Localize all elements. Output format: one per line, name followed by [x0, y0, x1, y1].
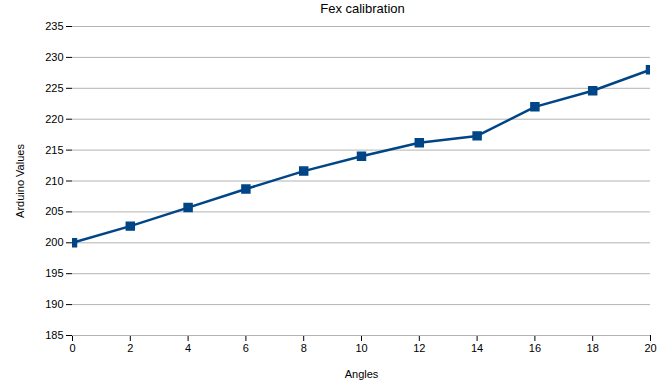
svg-text:6: 6	[243, 342, 249, 354]
svg-text:Angles: Angles	[345, 368, 379, 380]
svg-text:18: 18	[587, 342, 599, 354]
html-text:Fex calibration: Fex calibration	[320, 1, 405, 16]
svg-text:4: 4	[185, 342, 191, 354]
svg-text:185: 185	[45, 329, 63, 341]
svg-text:200: 200	[45, 236, 63, 248]
svg-text:205: 205	[45, 205, 63, 217]
svg-text:8: 8	[301, 342, 307, 354]
svg-text:230: 230	[45, 51, 63, 63]
svg-text:235: 235	[45, 20, 63, 32]
svg-text:215: 215	[45, 144, 63, 156]
svg-text:195: 195	[45, 267, 63, 279]
svg-text:225: 225	[45, 82, 63, 94]
svg-text:2: 2	[127, 342, 133, 354]
svg-text:12: 12	[413, 342, 425, 354]
svg-text:190: 190	[45, 298, 63, 310]
svg-text:220: 220	[45, 113, 63, 125]
svg-text:20: 20	[644, 342, 656, 354]
svg-text:210: 210	[45, 175, 63, 187]
svg-text:0: 0	[69, 342, 75, 354]
svg-text:10: 10	[355, 342, 367, 354]
svg-text:16: 16	[529, 342, 541, 354]
svg-text:14: 14	[471, 342, 483, 354]
svg-text:Arduino Values: Arduino Values	[14, 144, 26, 218]
